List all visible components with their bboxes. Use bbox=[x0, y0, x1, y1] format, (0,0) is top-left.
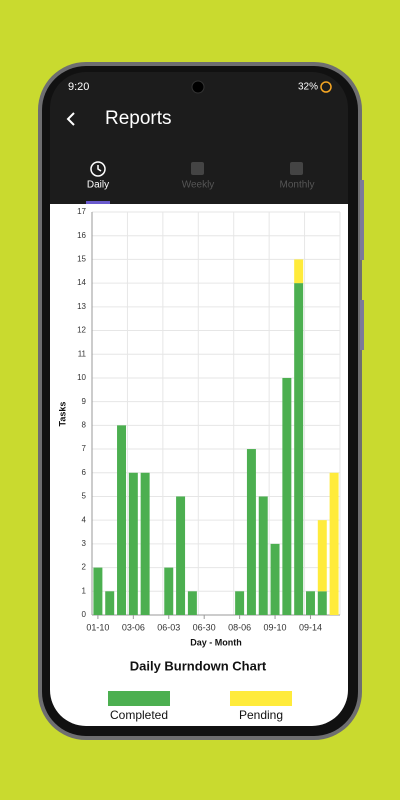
bar-segment bbox=[176, 496, 186, 615]
x-tick-label: 09-14 bbox=[299, 622, 322, 632]
bar-segment bbox=[128, 472, 138, 615]
y-tick-label: 0 bbox=[82, 610, 87, 619]
side-button bbox=[360, 300, 364, 350]
status-time: 9:20 bbox=[68, 81, 89, 93]
app-bar bbox=[50, 72, 348, 204]
x-tick-label: 06-30 bbox=[193, 622, 216, 632]
bar-segment bbox=[317, 520, 327, 592]
y-tick-label: 8 bbox=[82, 420, 87, 429]
legend-swatch bbox=[108, 691, 170, 706]
x-tick-label: 06-03 bbox=[157, 622, 180, 632]
y-tick-label: 3 bbox=[82, 539, 87, 548]
tab-daily[interactable]: Daily bbox=[86, 161, 110, 204]
tab-weekly[interactable]: Weekly bbox=[182, 162, 215, 191]
y-tick-label: 16 bbox=[77, 231, 86, 240]
y-axis-label: Tasks bbox=[57, 402, 67, 427]
side-button bbox=[360, 180, 364, 260]
camera bbox=[191, 80, 205, 94]
y-tick-label: 5 bbox=[82, 492, 87, 501]
legend-label: Completed bbox=[110, 708, 168, 722]
bar-segment bbox=[270, 543, 280, 615]
legend-label: Pending bbox=[239, 708, 283, 722]
y-tick-label: 17 bbox=[77, 207, 86, 216]
bar-segment bbox=[294, 283, 304, 615]
y-tick-label: 7 bbox=[82, 444, 87, 453]
x-tick-label: 03-06 bbox=[122, 622, 145, 632]
tab-monthly[interactable]: Monthly bbox=[279, 162, 315, 191]
bar-segment bbox=[294, 259, 304, 284]
tab-label: Weekly bbox=[182, 180, 215, 191]
y-tick-label: 9 bbox=[82, 397, 87, 406]
bar-segment bbox=[93, 567, 103, 615]
bar-segment bbox=[117, 425, 127, 615]
bar-segment bbox=[282, 377, 292, 615]
bar-segment bbox=[164, 567, 174, 615]
y-tick-label: 11 bbox=[78, 349, 87, 358]
y-tick-label: 1 bbox=[82, 586, 87, 595]
x-axis-label: Day - Month bbox=[190, 637, 242, 647]
x-tick-label: 09-10 bbox=[264, 622, 287, 632]
battery-icon bbox=[320, 81, 332, 93]
y-tick-label: 15 bbox=[77, 255, 86, 264]
bar-segment bbox=[305, 591, 315, 615]
header-title: Reports bbox=[105, 108, 172, 129]
bar-segment bbox=[258, 496, 268, 615]
y-tick-label: 10 bbox=[77, 373, 86, 382]
legend-swatch bbox=[230, 691, 292, 706]
bar-segment bbox=[329, 472, 339, 615]
x-tick-label: 08-06 bbox=[228, 622, 251, 632]
y-tick-label: 6 bbox=[82, 468, 87, 477]
y-tick-label: 13 bbox=[77, 302, 86, 311]
bar-segment bbox=[235, 591, 245, 615]
content bbox=[50, 204, 348, 726]
bar-segment bbox=[317, 591, 327, 615]
x-tick-label: 01-10 bbox=[86, 622, 109, 632]
y-tick-label: 2 bbox=[82, 563, 87, 572]
y-tick-label: 14 bbox=[77, 278, 86, 287]
back-button[interactable] bbox=[66, 112, 75, 126]
y-tick-label: 12 bbox=[77, 326, 86, 335]
bar-segment bbox=[105, 591, 115, 615]
y-tick-label: 4 bbox=[82, 515, 87, 524]
tab-label: Monthly bbox=[279, 180, 314, 191]
bar-segment bbox=[140, 472, 150, 615]
status-battery: 32% bbox=[298, 82, 318, 93]
bar-segment bbox=[187, 591, 197, 615]
bar-segment bbox=[246, 449, 256, 615]
tab-label: Daily bbox=[87, 180, 109, 191]
chart-title: Daily Burndown Chart bbox=[130, 658, 267, 673]
